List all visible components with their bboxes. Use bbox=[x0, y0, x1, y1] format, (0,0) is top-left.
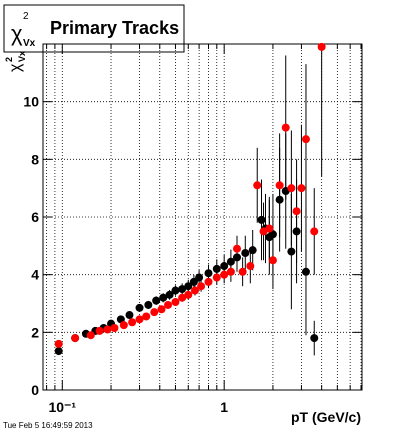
data-point bbox=[71, 334, 80, 343]
data-point bbox=[317, 42, 326, 51]
y-tick-label: 0 bbox=[31, 382, 39, 398]
data-point bbox=[157, 305, 166, 314]
chart-title: Primary Tracks bbox=[50, 18, 179, 38]
title-sup: 2 bbox=[23, 11, 29, 22]
y-tick-label: 8 bbox=[31, 151, 39, 167]
data-point bbox=[150, 308, 159, 317]
data-point bbox=[220, 270, 229, 279]
data-point bbox=[275, 181, 284, 190]
data-point bbox=[135, 315, 144, 324]
data-point bbox=[287, 184, 296, 193]
data-point bbox=[164, 300, 173, 309]
data-point bbox=[310, 334, 319, 343]
data-point bbox=[204, 277, 213, 286]
data-point bbox=[292, 207, 301, 216]
data-point bbox=[297, 184, 306, 193]
data-point bbox=[212, 273, 221, 282]
data-point bbox=[178, 293, 187, 302]
data-point bbox=[86, 331, 95, 340]
data-point bbox=[257, 215, 266, 224]
data-point bbox=[301, 135, 310, 144]
y-tick-label: 10 bbox=[23, 94, 39, 110]
data-point bbox=[195, 273, 204, 282]
data-point bbox=[159, 293, 168, 302]
data-point bbox=[233, 244, 242, 253]
title-sub: Vx bbox=[23, 38, 36, 49]
data-point bbox=[184, 282, 193, 291]
data-point bbox=[265, 224, 274, 233]
y-tick-label: 2 bbox=[31, 324, 39, 340]
data-point bbox=[178, 285, 187, 294]
data-point bbox=[144, 300, 153, 309]
y-label-symbol: χ bbox=[7, 63, 24, 72]
data-point bbox=[54, 347, 63, 356]
data-point bbox=[268, 256, 277, 265]
x-axis-label: pT (GeV/c) bbox=[291, 409, 361, 425]
data-point bbox=[135, 303, 144, 312]
data-point bbox=[212, 264, 221, 273]
y-axis-label: χ 2 Vx bbox=[4, 51, 27, 72]
data-point bbox=[287, 247, 296, 256]
data-point bbox=[103, 325, 112, 334]
data-point bbox=[246, 262, 255, 271]
footer: Tue Feb 5 16:49:59 2013 bbox=[3, 421, 93, 430]
title-symbol: χ bbox=[11, 21, 23, 46]
data-point bbox=[310, 227, 319, 236]
y-tick-label: 4 bbox=[31, 267, 39, 283]
data-point bbox=[253, 181, 262, 190]
data-point bbox=[152, 296, 161, 305]
data-point bbox=[171, 298, 180, 307]
data-point bbox=[165, 290, 174, 299]
x-tick-label: 10⁻¹ bbox=[48, 399, 76, 415]
y-label-sub: Vx bbox=[17, 51, 27, 62]
data-point bbox=[110, 324, 119, 333]
y-tick-label: 6 bbox=[31, 209, 39, 225]
data-point bbox=[171, 286, 180, 295]
data-point bbox=[226, 267, 235, 276]
data-point bbox=[281, 123, 290, 132]
x-tick-label: 1 bbox=[220, 399, 228, 415]
data-point bbox=[241, 249, 250, 258]
data-point bbox=[238, 267, 247, 276]
data-point bbox=[197, 282, 206, 291]
data-point bbox=[142, 312, 151, 321]
data-point bbox=[95, 326, 104, 335]
data-point bbox=[204, 269, 213, 278]
data-point bbox=[128, 318, 137, 327]
y-label-sup: 2 bbox=[4, 57, 14, 62]
data-point bbox=[54, 339, 63, 348]
data-point bbox=[125, 311, 134, 320]
title-box: χ 2 Vx Primary Tracks bbox=[3, 4, 185, 53]
data-point bbox=[184, 290, 193, 299]
data-point bbox=[301, 267, 310, 276]
data-point bbox=[190, 286, 199, 295]
data-point bbox=[119, 321, 128, 330]
